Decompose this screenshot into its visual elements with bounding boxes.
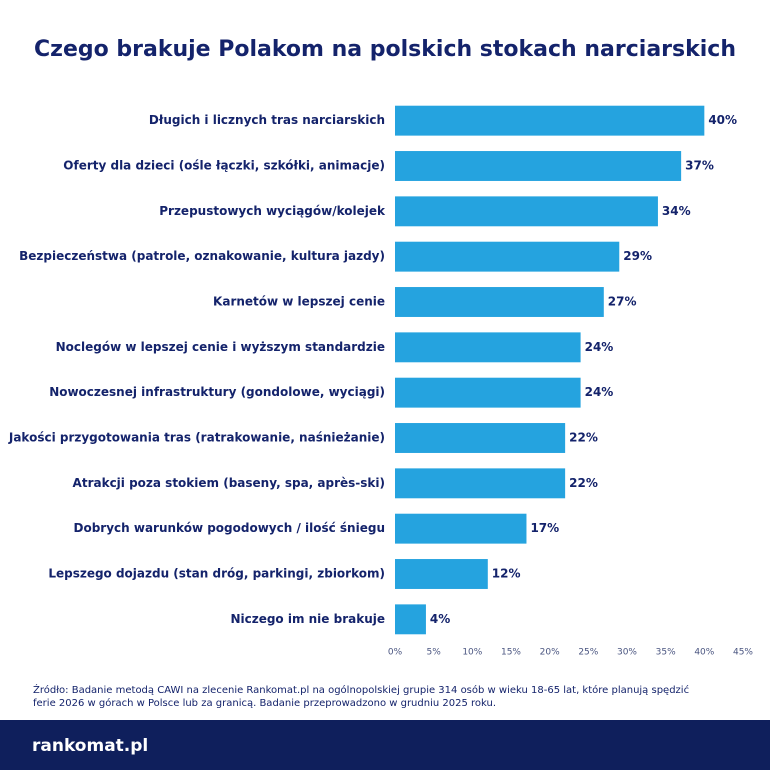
y-tick-label: Bezpieczeństwa (patrole, oznakowanie, ku… [19, 249, 385, 263]
data-label: 37% [685, 159, 714, 173]
bar [395, 604, 426, 635]
y-tick-label: Karnetów w lepszej cenie [213, 295, 385, 309]
x-tick-label: 40% [694, 648, 714, 658]
footer-band [0, 720, 770, 770]
logo: rankomat.pl [32, 736, 148, 756]
bar [395, 559, 488, 589]
x-tick-label: 10% [462, 648, 482, 658]
bar [395, 423, 566, 453]
y-tick-label: Długich i licznych tras narciarskich [149, 113, 385, 127]
data-label: 27% [608, 295, 637, 309]
data-label: 4% [430, 612, 450, 626]
bar [395, 287, 604, 317]
source-note: ferie 2026 w górach w Polsce lub za gran… [33, 697, 496, 709]
data-label: 29% [623, 249, 652, 263]
x-tick-label: 20% [540, 648, 560, 658]
bar [395, 377, 581, 408]
x-tick-label: 5% [427, 648, 442, 658]
y-tick-label: Przepustowych wyciągów/kolejek [159, 204, 386, 218]
y-tick-label: Jakości przygotowania tras (ratrakowanie… [8, 431, 385, 445]
y-tick-label: Dobrych warunków pogodowych / ilość śnie… [73, 521, 385, 535]
y-tick-label: Lepszego dojazdu (stan dróg, parkingi, z… [48, 567, 385, 581]
x-tick-label: 45% [733, 648, 753, 658]
chart-title: Czego brakuje Polakom na polskich stokac… [34, 37, 736, 62]
y-tick-label: Niczego im nie brakuje [230, 612, 385, 626]
data-label: 22% [569, 476, 598, 490]
x-tick-label: 25% [578, 648, 598, 658]
x-tick-label: 30% [617, 648, 637, 658]
bar [395, 151, 682, 181]
x-tick-label: 15% [501, 648, 521, 658]
data-label: 40% [708, 113, 737, 127]
data-label: 34% [662, 204, 691, 218]
y-tick-label: Noclegów w lepszej cenie i wyższym stand… [56, 340, 385, 354]
y-tick-label: Atrakcji poza stokiem (baseny, spa, aprè… [73, 476, 385, 490]
bar [395, 196, 658, 227]
data-label: 12% [492, 567, 521, 581]
data-label: 24% [585, 340, 614, 354]
data-label: 24% [585, 385, 614, 399]
bar [395, 468, 566, 499]
x-tick-label: 35% [656, 648, 676, 658]
y-tick-label: Oferty dla dzieci (ośle łączki, szkółki,… [63, 159, 385, 173]
bar [395, 332, 581, 363]
y-tick-label: Nowoczesnej infrastruktury (gondolowe, w… [49, 385, 385, 399]
bar [395, 513, 527, 544]
bar [395, 241, 620, 272]
bar [395, 105, 705, 136]
data-label: 22% [569, 431, 598, 445]
source-note: Źródło: Badanie metodą CAWI na zlecenie … [33, 683, 689, 696]
data-label: 17% [530, 521, 559, 535]
x-tick-label: 0% [388, 648, 403, 658]
